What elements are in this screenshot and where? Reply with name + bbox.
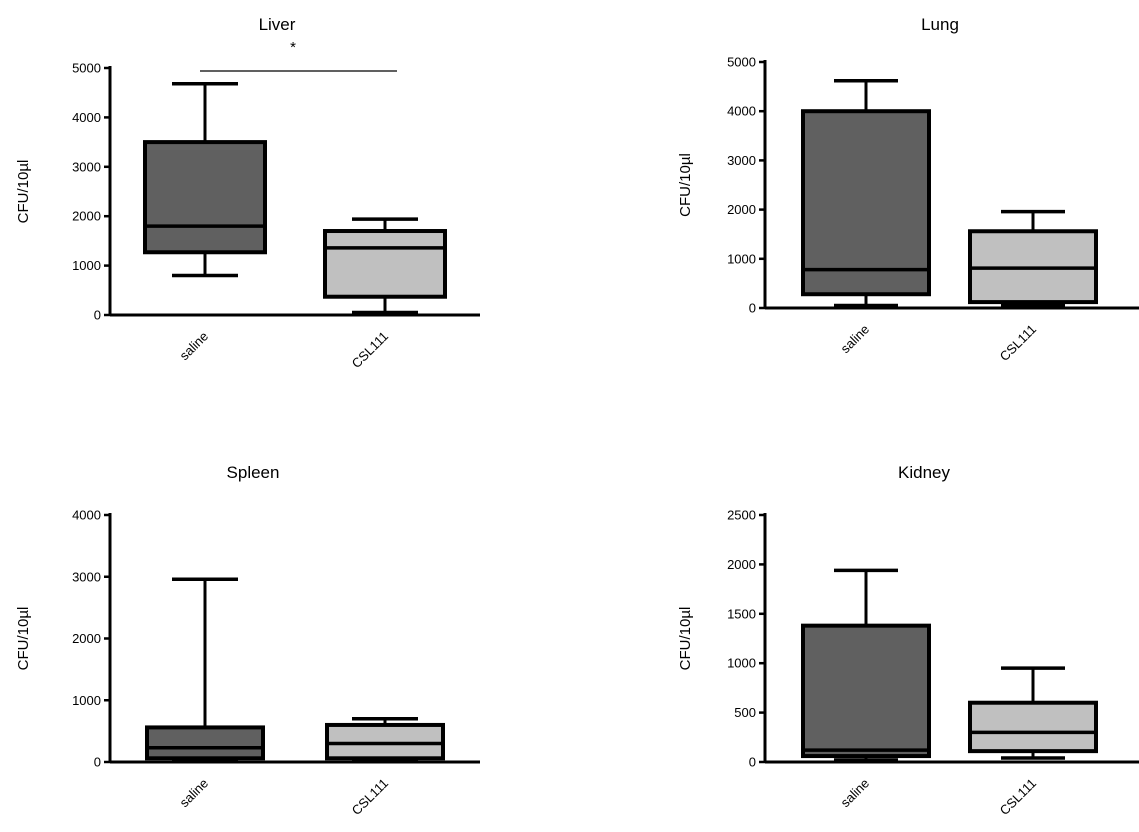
panel-lung: Lung CFU/10µl 0 1000 2000 3000 4000 5000 saline C… — [677, 15, 1139, 364]
y-tick-label: 1000 — [72, 258, 101, 273]
y-tick-label: 2000 — [727, 202, 756, 217]
box-csl111 — [968, 209, 1098, 308]
panel-title: Kidney — [898, 463, 950, 482]
box-iqr — [801, 623, 931, 759]
x-tick-label: CSL111 — [997, 776, 1039, 818]
y-tick-label: 5000 — [72, 61, 101, 76]
x-tick-label: CSL111 — [349, 776, 391, 818]
panel-kidney: Kidney CFU/10µl 0 500 1000 1500 2000 2500 saline… — [677, 463, 1139, 818]
y-tick-label: 3000 — [72, 159, 101, 174]
y-axis-label: CFU/10µl — [15, 160, 32, 224]
box-csl111 — [968, 666, 1098, 760]
y-tick-label: 0 — [749, 755, 756, 770]
box-saline — [145, 577, 265, 763]
box-saline — [143, 82, 267, 278]
x-tick-label: CSL111 — [349, 329, 391, 371]
y-tick-label: 4000 — [72, 508, 101, 523]
y-tick-label: 500 — [734, 705, 756, 720]
box-iqr — [968, 700, 1098, 754]
box-csl111 — [325, 717, 445, 763]
box-iqr — [801, 109, 931, 297]
y-tick-label: 3000 — [72, 569, 101, 584]
x-tick-label: CSL111 — [997, 322, 1039, 364]
box-iqr — [145, 725, 265, 761]
y-tick-label: 4000 — [727, 104, 756, 119]
y-tick-label: 1000 — [72, 693, 101, 708]
y-tick-label: 4000 — [72, 110, 101, 125]
y-tick-label: 0 — [749, 301, 756, 316]
x-tick-label: saline — [837, 776, 872, 811]
box-iqr — [323, 229, 447, 299]
panel-title: Lung — [921, 15, 959, 34]
y-tick-label: 0 — [94, 755, 101, 770]
y-tick-label: 5000 — [727, 55, 756, 70]
box-saline — [801, 568, 931, 762]
significance-marker: * — [290, 39, 296, 56]
panel-title: Spleen — [227, 463, 280, 482]
y-axis-label: CFU/10µl — [15, 607, 32, 671]
panel-liver: Liver CFU/10µl 0 1000 2000 3000 4000 5000 saline… — [15, 15, 480, 371]
y-tick-label: 3000 — [727, 153, 756, 168]
x-tick-label: saline — [176, 329, 211, 364]
box-iqr — [143, 140, 267, 255]
y-tick-label: 2500 — [727, 508, 756, 523]
y-tick-label: 2000 — [72, 631, 101, 646]
x-tick-label: saline — [176, 776, 211, 811]
y-axis-label: CFU/10µl — [677, 607, 694, 671]
y-tick-label: 1000 — [727, 251, 756, 266]
box-csl111 — [323, 217, 447, 315]
y-tick-label: 1000 — [727, 656, 756, 671]
y-tick-label: 0 — [94, 308, 101, 323]
panel-title: Liver — [259, 15, 296, 34]
x-tick-label: saline — [837, 322, 872, 357]
y-tick-label: 1500 — [727, 606, 756, 621]
y-tick-label: 2000 — [72, 209, 101, 224]
y-tick-label: 2000 — [727, 557, 756, 572]
box-saline — [801, 78, 931, 308]
panel-spleen: Spleen CFU/10µl 0 1000 2000 3000 4000 saline CSL… — [15, 463, 480, 818]
box-iqr — [325, 722, 445, 761]
y-axis-label: CFU/10µl — [677, 153, 694, 217]
